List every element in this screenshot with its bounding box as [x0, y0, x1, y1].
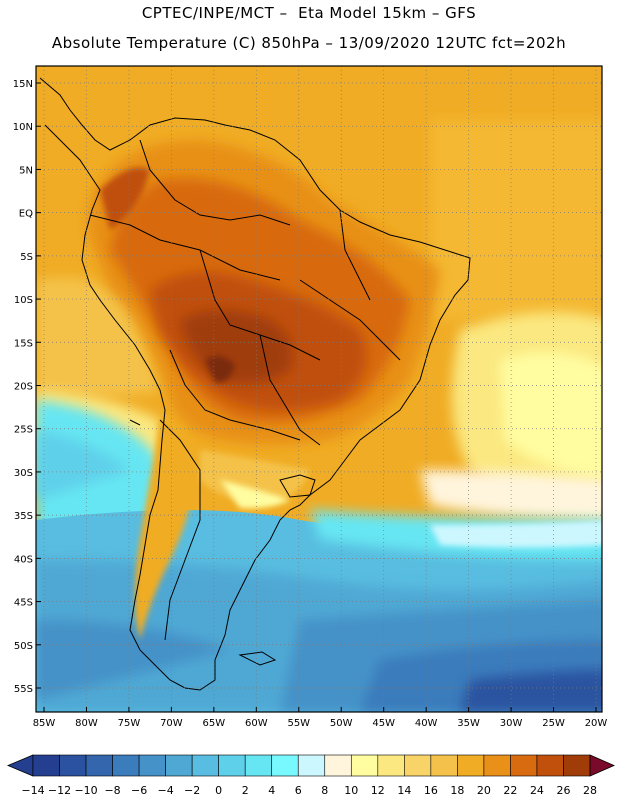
colorbar-swatch	[138, 754, 166, 777]
lon-label-30w: 30W	[500, 718, 523, 729]
temperature-field	[36, 66, 602, 712]
lat-label-30s: 30S	[14, 468, 33, 479]
colorbar-swatch	[59, 754, 87, 777]
colorbar-label: 2	[242, 784, 249, 797]
colorbar-label: 10	[344, 784, 358, 797]
colorbar-label: −10	[74, 784, 97, 797]
lon-label-65w: 65W	[203, 718, 226, 729]
lon-label-25w: 25W	[542, 718, 565, 729]
lon-label-85w: 85W	[33, 718, 56, 729]
colorbar-swatch	[563, 754, 591, 777]
lat-label-10s: 10S	[14, 295, 33, 306]
lon-label-45w: 45W	[372, 718, 395, 729]
colorbar-label: −6	[131, 784, 147, 797]
colorbar-swatch	[430, 754, 458, 777]
chart-title-line-1: CPTEC/INPE/MCT – Eta Model 15km – GFS	[141, 4, 477, 22]
lat-label-35s: 35S	[14, 511, 33, 522]
lat-label-50s: 50S	[14, 641, 33, 652]
colorbar	[6, 754, 615, 777]
colorbar-label: 26	[556, 784, 570, 797]
colorbar-swatch	[112, 754, 140, 777]
colorbar-arrow-high	[589, 754, 615, 777]
lat-label-40s: 40S	[14, 554, 33, 565]
colorbar-label: 14	[397, 784, 411, 797]
lat-label-10n: 10N	[13, 122, 33, 133]
colorbar-label: 4	[268, 784, 275, 797]
lat-label-eq: EQ	[19, 209, 33, 220]
lat-label-15n: 15N	[13, 79, 33, 90]
lon-label-40w: 40W	[415, 718, 438, 729]
colorbar-swatch	[244, 754, 273, 777]
colorbar-label: 8	[321, 784, 328, 797]
lat-label-55s: 55S	[14, 684, 33, 695]
colorbar-swatch	[536, 754, 564, 777]
colorbar-swatch	[165, 754, 193, 777]
colorbar-swatch	[191, 754, 219, 777]
lon-label-50w: 50W	[330, 718, 353, 729]
colorbar-swatch	[297, 754, 326, 777]
colorbar-label: 22	[503, 784, 517, 797]
lat-label-45s: 45S	[14, 598, 33, 609]
colorbar-label: 12	[371, 784, 385, 797]
colorbar-arrow-low	[6, 754, 34, 777]
lon-label-20w: 20W	[585, 718, 608, 729]
colorbar-swatch	[350, 754, 379, 777]
chart-title-line-2: Absolute Temperature (C) 850hPa – 13/09/…	[51, 34, 567, 52]
colorbar-swatch	[510, 754, 538, 777]
lon-label-35w: 35W	[457, 718, 480, 729]
colorbar-swatch	[404, 754, 432, 777]
colorbar-label: −12	[48, 784, 71, 797]
colorbar-label: 16	[424, 784, 438, 797]
lon-label-70w: 70W	[160, 718, 183, 729]
colorbar-swatch	[32, 754, 60, 777]
colorbar-label: 6	[295, 784, 302, 797]
colorbar-label: −4	[158, 784, 174, 797]
lat-label-25s: 25S	[14, 425, 33, 436]
lat-label-20s: 20S	[14, 382, 33, 393]
map-frame	[35, 65, 603, 713]
colorbar-labels: −14 −12 −10 −8 −6 −4 −2 0 2 4 6 8 10 12 14 16 18 20 22 24 26…	[21, 784, 597, 797]
colorbar-swatch	[457, 754, 485, 777]
colorbar-label: 18	[450, 784, 464, 797]
colorbar-label: −14	[21, 784, 44, 797]
longitude-labels: 85W 80W 75W 70W 65W 60W 55W 50W 45W 40W 35W 30W 25W 2…	[33, 707, 608, 729]
colorbar-swatch	[271, 754, 299, 777]
lon-label-60w: 60W	[245, 718, 268, 729]
colorbar-label: 24	[530, 784, 544, 797]
lon-label-55w: 55W	[287, 718, 310, 729]
colorbar-label: 0	[215, 784, 222, 797]
lon-label-80w: 80W	[75, 718, 98, 729]
lat-label-5n: 5N	[19, 165, 33, 176]
coastlines	[39, 77, 471, 691]
latitude-labels: 15N 10N 5N EQ 5S 10S 15S 20S 25S 30S 35S 40S 45S 50S 5…	[13, 79, 41, 695]
colorbar-label: −8	[104, 784, 120, 797]
lat-label-5s: 5S	[20, 252, 33, 263]
colorbar-swatch	[483, 754, 511, 777]
colorbar-label: −2	[184, 784, 200, 797]
lon-label-75w: 75W	[118, 718, 141, 729]
lat-label-15s: 15S	[14, 338, 33, 349]
colorbar-label: 20	[477, 784, 491, 797]
colorbar-swatch	[218, 754, 246, 777]
colorbar-swatch	[85, 754, 113, 777]
colorbar-label: 28	[583, 784, 597, 797]
colorbar-swatch	[324, 754, 352, 777]
colorbar-swatch	[377, 754, 405, 777]
